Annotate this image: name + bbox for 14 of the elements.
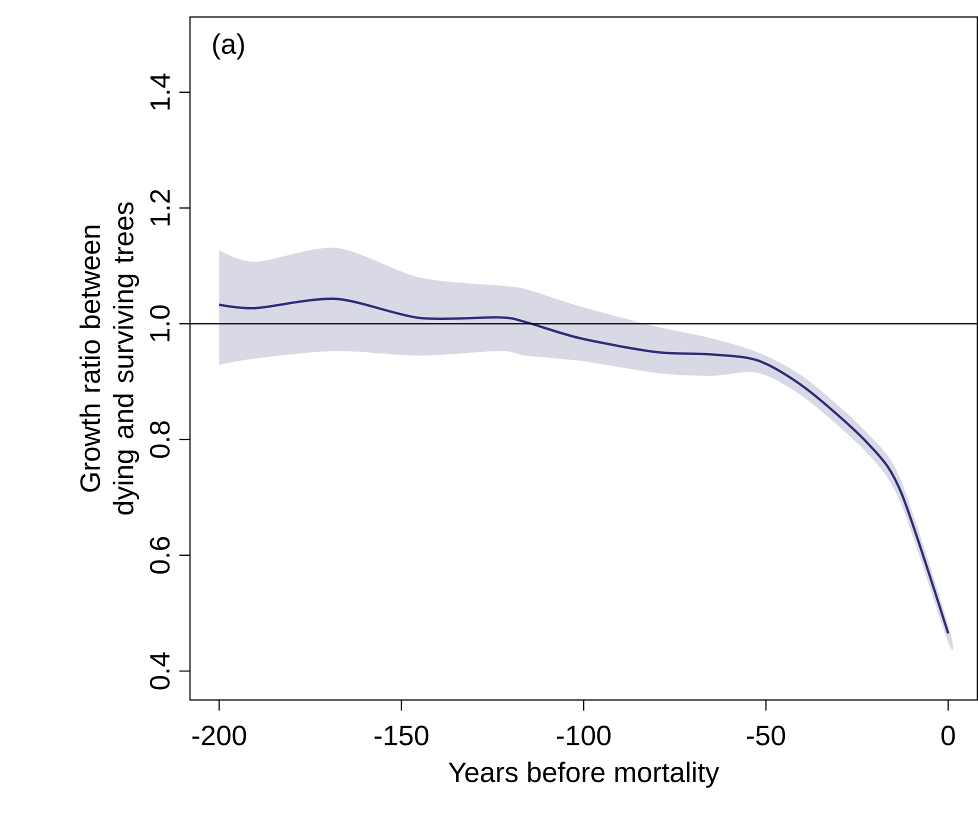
y-axis-title: Growth ratio between dying and surviving trees <box>80 202 139 515</box>
y-tick-label: 0.6 <box>150 537 170 574</box>
y-tick-label: 0.4 <box>150 652 170 690</box>
y-tick-label: 1.4 <box>150 74 170 110</box>
annotation: (a) <box>213 33 244 60</box>
x-tick-label: 0 <box>941 726 955 746</box>
x-tick-label: -150 <box>374 726 428 746</box>
x-tick-label: -50 <box>746 726 786 746</box>
x-tick-label: -100 <box>556 726 611 746</box>
y-tick-label: 1.2 <box>150 190 170 226</box>
y-tick-label: 0.8 <box>150 421 170 458</box>
y-tick-label: 1.0 <box>150 305 170 342</box>
x-axis-title: Years before mortality <box>448 762 720 788</box>
x-tick-label: -200 <box>192 726 246 746</box>
